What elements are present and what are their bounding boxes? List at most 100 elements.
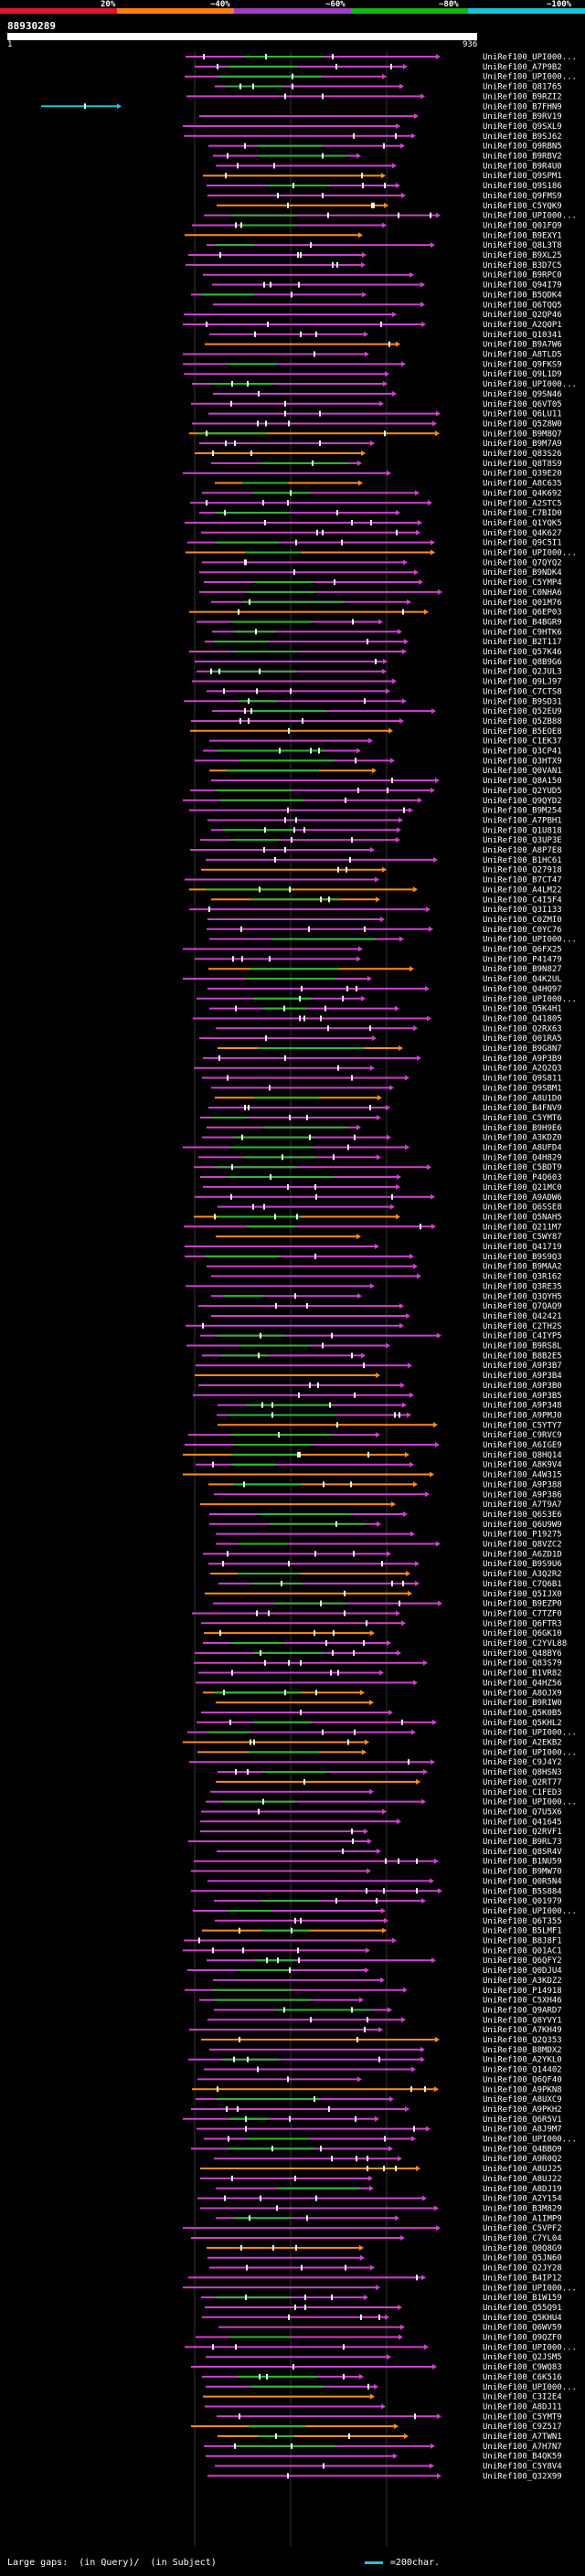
hit-label[interactable]: UniRef100_C5YTY7 [483,1421,562,1430]
hit-row[interactable]: UniRef100_C7TZF0 [192,1609,562,1618]
hit-label[interactable]: UniRef100_Q211M7 [483,1223,562,1232]
hit-row[interactable]: UniRef100_UPI000... [206,1798,577,1807]
hit-row[interactable]: UniRef100_Q5NAH5 [194,1213,562,1222]
hit-row[interactable]: UniRef100_Q1YQK5 [185,519,562,528]
hit-row[interactable]: UniRef100_A8DJ19 [216,2185,562,2194]
hit-row[interactable]: UniRef100_Q6QFY2 [207,1956,562,1966]
hit-label[interactable]: UniRef100_B8MDX2 [483,2046,562,2055]
hit-label[interactable]: UniRef100_B5EOE8 [483,727,562,737]
hit-row[interactable]: UniRef100_Q41645 [200,1818,562,1827]
hit-label[interactable]: UniRef100_A2STC5 [483,499,562,508]
hit-row[interactable]: UniRef100_A4LM22 [189,885,562,895]
hit-label[interactable]: UniRef100_A8UFD4 [483,1144,562,1153]
hit-row[interactable]: UniRef100_Q5IJX0 [205,1590,562,1599]
hit-label[interactable]: UniRef100_P19275 [483,1531,562,1540]
hit-label[interactable]: UniRef100_Q14402 [483,2066,562,2075]
hit-row[interactable]: UniRef100_Q8HSN3 [218,1768,562,1777]
hit-row[interactable]: UniRef100_A9P386 [214,1490,562,1500]
hit-row[interactable]: UniRef100_UPI000... [197,1748,577,1757]
hit-row[interactable]: UniRef100_A2STC5 [190,499,562,508]
hit-row[interactable]: UniRef100_UPI000... [185,2343,577,2352]
hit-label[interactable]: UniRef100_Q7QAQ9 [483,1302,562,1311]
hit-label[interactable]: UniRef100_A8P7E8 [483,846,562,855]
hit-label[interactable]: UniRef100_B9RS8L [483,1342,562,1352]
hit-label[interactable]: UniRef100_Q01FQ9 [483,221,562,230]
hit-label[interactable]: UniRef100_B2T117 [483,638,562,647]
hit-label[interactable]: UniRef100_Q8T8S9 [483,460,562,469]
hit-label[interactable]: UniRef100_B9RV19 [483,112,562,122]
hit-row[interactable]: UniRef100_UPI000... [185,73,577,82]
hit-label[interactable]: UniRef100_B9SJ62 [483,133,562,142]
hit-label[interactable]: UniRef100_Q2YUD5 [483,787,562,796]
hit-label[interactable]: UniRef100_B4BGR9 [483,618,562,627]
hit-row[interactable]: UniRef100_Q3I133 [189,906,562,915]
hit-row[interactable]: UniRef100_Q9SN46 [213,390,562,399]
hit-label[interactable]: UniRef100_B9S9Q3 [483,1253,562,1262]
hit-row[interactable]: UniRef100_Q94I79 [212,281,562,291]
hit-label[interactable]: UniRef100_Q57K46 [483,648,562,657]
hit-row[interactable]: UniRef100_Q3HTX9 [195,757,562,766]
hit-row[interactable]: UniRef100_Q41805 [193,1014,562,1023]
hit-row[interactable]: UniRef100_B8J8F1 [184,1937,562,1946]
hit-label[interactable]: UniRef100_C5XH46 [483,1997,562,2006]
hit-label[interactable]: UniRef100_C4I5F4 [483,896,562,905]
hit-label[interactable]: UniRef100_A3Q2R2 [483,1570,562,1579]
hit-label[interactable]: UniRef100_Q6QFY2 [483,1956,562,1966]
hit-label[interactable]: UniRef100_B9EZP0 [483,1600,562,1609]
hit-label[interactable]: UniRef100_Q8L3T8 [483,241,562,250]
hit-row[interactable]: UniRef100_B9H9E6 [207,1124,562,1133]
hit-label[interactable]: UniRef100_A8DJ19 [483,2185,562,2194]
hit-label[interactable]: UniRef100_A2Y154 [483,2195,562,2204]
hit-row[interactable]: UniRef100_C5XH46 [199,1997,562,2006]
hit-row[interactable]: UniRef100_Q4BBO9 [191,2145,562,2154]
hit-label[interactable]: UniRef100_Q42421 [483,1312,562,1321]
hit-row[interactable]: UniRef100_Q6GK10 [204,1629,562,1638]
hit-row[interactable]: UniRef100_B4BGR9 [197,618,562,627]
hit-row[interactable]: UniRef100_C4IYP5 [200,1332,562,1341]
hit-label[interactable]: UniRef100_B5S884 [483,1887,562,1896]
hit-label[interactable]: UniRef100_Q2Q353 [483,2036,562,2045]
hit-row[interactable]: UniRef100_C9RVC9 [188,1431,562,1440]
hit-row[interactable]: UniRef100_Q9S811 [202,1075,562,1084]
hit-row[interactable]: UniRef100_B9RV19 [199,112,562,122]
hit-label[interactable]: UniRef100_B1NU59 [483,1858,562,1867]
hit-label[interactable]: UniRef100_C5WY87 [483,1233,562,1242]
hit-label[interactable]: UniRef100_Q10341 [483,331,562,340]
hit-label[interactable]: UniRef100_B9RPC0 [483,271,562,281]
hit-label[interactable]: UniRef100_C0ZMI0 [483,916,562,925]
hit-row[interactable]: UniRef100_B1HC61 [206,856,562,865]
hit-label[interactable]: UniRef100_B9SD31 [483,697,562,706]
hit-row[interactable]: UniRef100_UPI000... [187,1729,577,1738]
hit-label[interactable]: UniRef100_A2YKL0 [483,2056,562,2065]
hit-label[interactable]: UniRef100_A9P3B5 [483,1392,562,1401]
hit-row[interactable]: UniRef100_Q55Q91 [205,2304,562,2313]
hit-row[interactable]: UniRef100_Q8A150 [211,777,562,786]
hit-label[interactable]: UniRef100_Q5KHL2 [483,1719,562,1728]
hit-label[interactable]: UniRef100_B8B2E5 [483,1352,562,1361]
hit-row[interactable]: UniRef100_C9WQ83 [191,2363,562,2372]
hit-label[interactable]: UniRef100_Q6FX25 [483,946,562,955]
hit-label[interactable]: UniRef100_B9MW70 [483,1868,562,1877]
hit-label[interactable]: UniRef100_Q4BBO9 [483,2145,562,2154]
hit-label[interactable]: UniRef100_Q3HTX9 [483,757,562,766]
hit-row[interactable]: UniRef100_Q21MC0 [203,1183,562,1193]
hit-label[interactable]: UniRef100_B9M254 [483,807,562,816]
hit-label[interactable]: UniRef100_C6K516 [483,2373,562,2382]
hit-label[interactable]: UniRef100_Q6FTR3 [483,1619,562,1628]
hit-label[interactable]: UniRef100_A9P386 [483,1490,562,1500]
hit-row[interactable]: UniRef100_B3D7C5 [186,261,562,270]
hit-row[interactable]: UniRef100_Q5Z8W0 [192,419,562,429]
hit-row[interactable]: UniRef100_A8P7E8 [190,846,562,855]
hit-label[interactable]: UniRef100_Q8HSN3 [483,1768,562,1777]
hit-label[interactable]: UniRef100_Q01979 [483,1897,562,1906]
hit-label[interactable]: UniRef100_B3M829 [483,2204,562,2213]
hit-row[interactable]: UniRef100_Q8L3T8 [207,241,562,250]
hit-row[interactable]: UniRef100_Q2RT77 [216,1778,562,1787]
hit-label[interactable]: UniRef100_C9RVC9 [483,1431,562,1440]
hit-row[interactable]: UniRef100_Q2YUD5 [190,787,562,796]
hit-row[interactable]: UniRef100_A8UXC9 [196,2095,562,2104]
hit-label[interactable]: UniRef100_A8U1D0 [483,1094,562,1103]
hit-row[interactable]: UniRef100_B9N827 [208,965,562,974]
hit-row[interactable]: UniRef100_Q9FMS9 [207,192,562,201]
hit-label[interactable]: UniRef100_Q0VAN1 [483,767,562,776]
